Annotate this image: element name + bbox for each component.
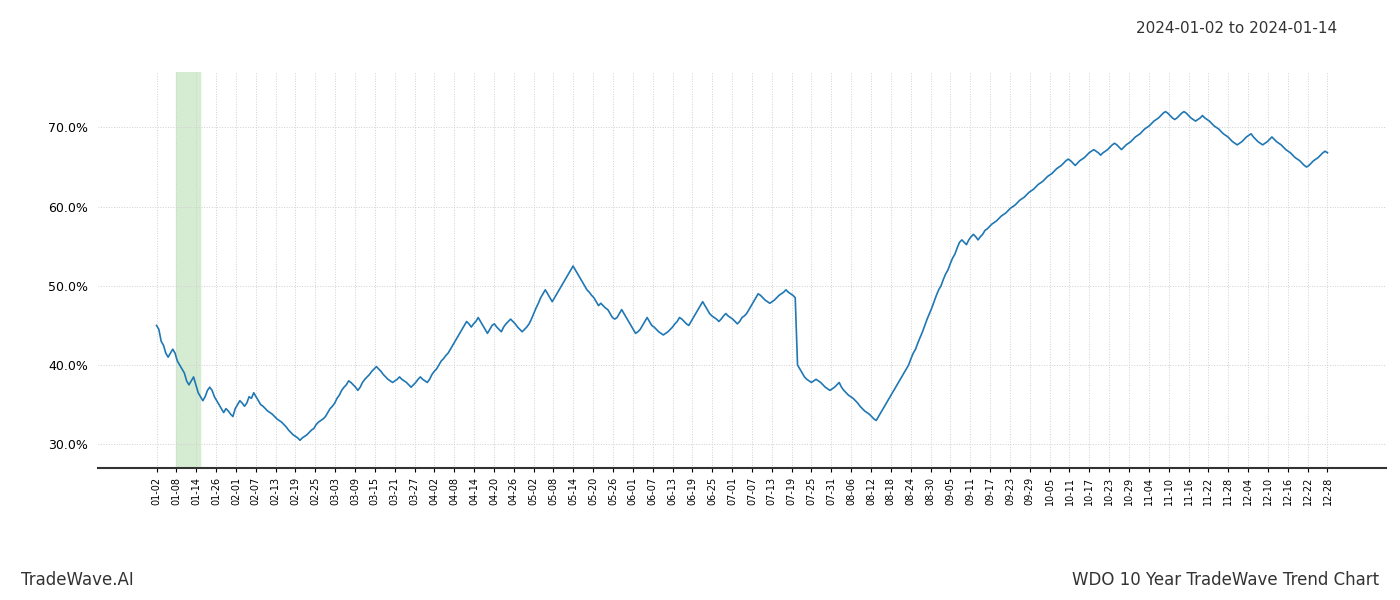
Text: TradeWave.AI: TradeWave.AI xyxy=(21,571,134,589)
Text: 2024-01-02 to 2024-01-14: 2024-01-02 to 2024-01-14 xyxy=(1135,21,1337,36)
Text: WDO 10 Year TradeWave Trend Chart: WDO 10 Year TradeWave Trend Chart xyxy=(1072,571,1379,589)
Bar xyxy=(176,72,200,468)
